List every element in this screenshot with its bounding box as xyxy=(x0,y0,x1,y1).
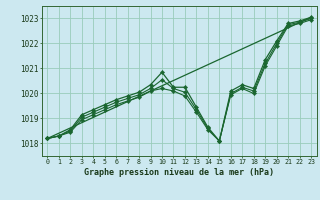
X-axis label: Graphe pression niveau de la mer (hPa): Graphe pression niveau de la mer (hPa) xyxy=(84,168,274,177)
